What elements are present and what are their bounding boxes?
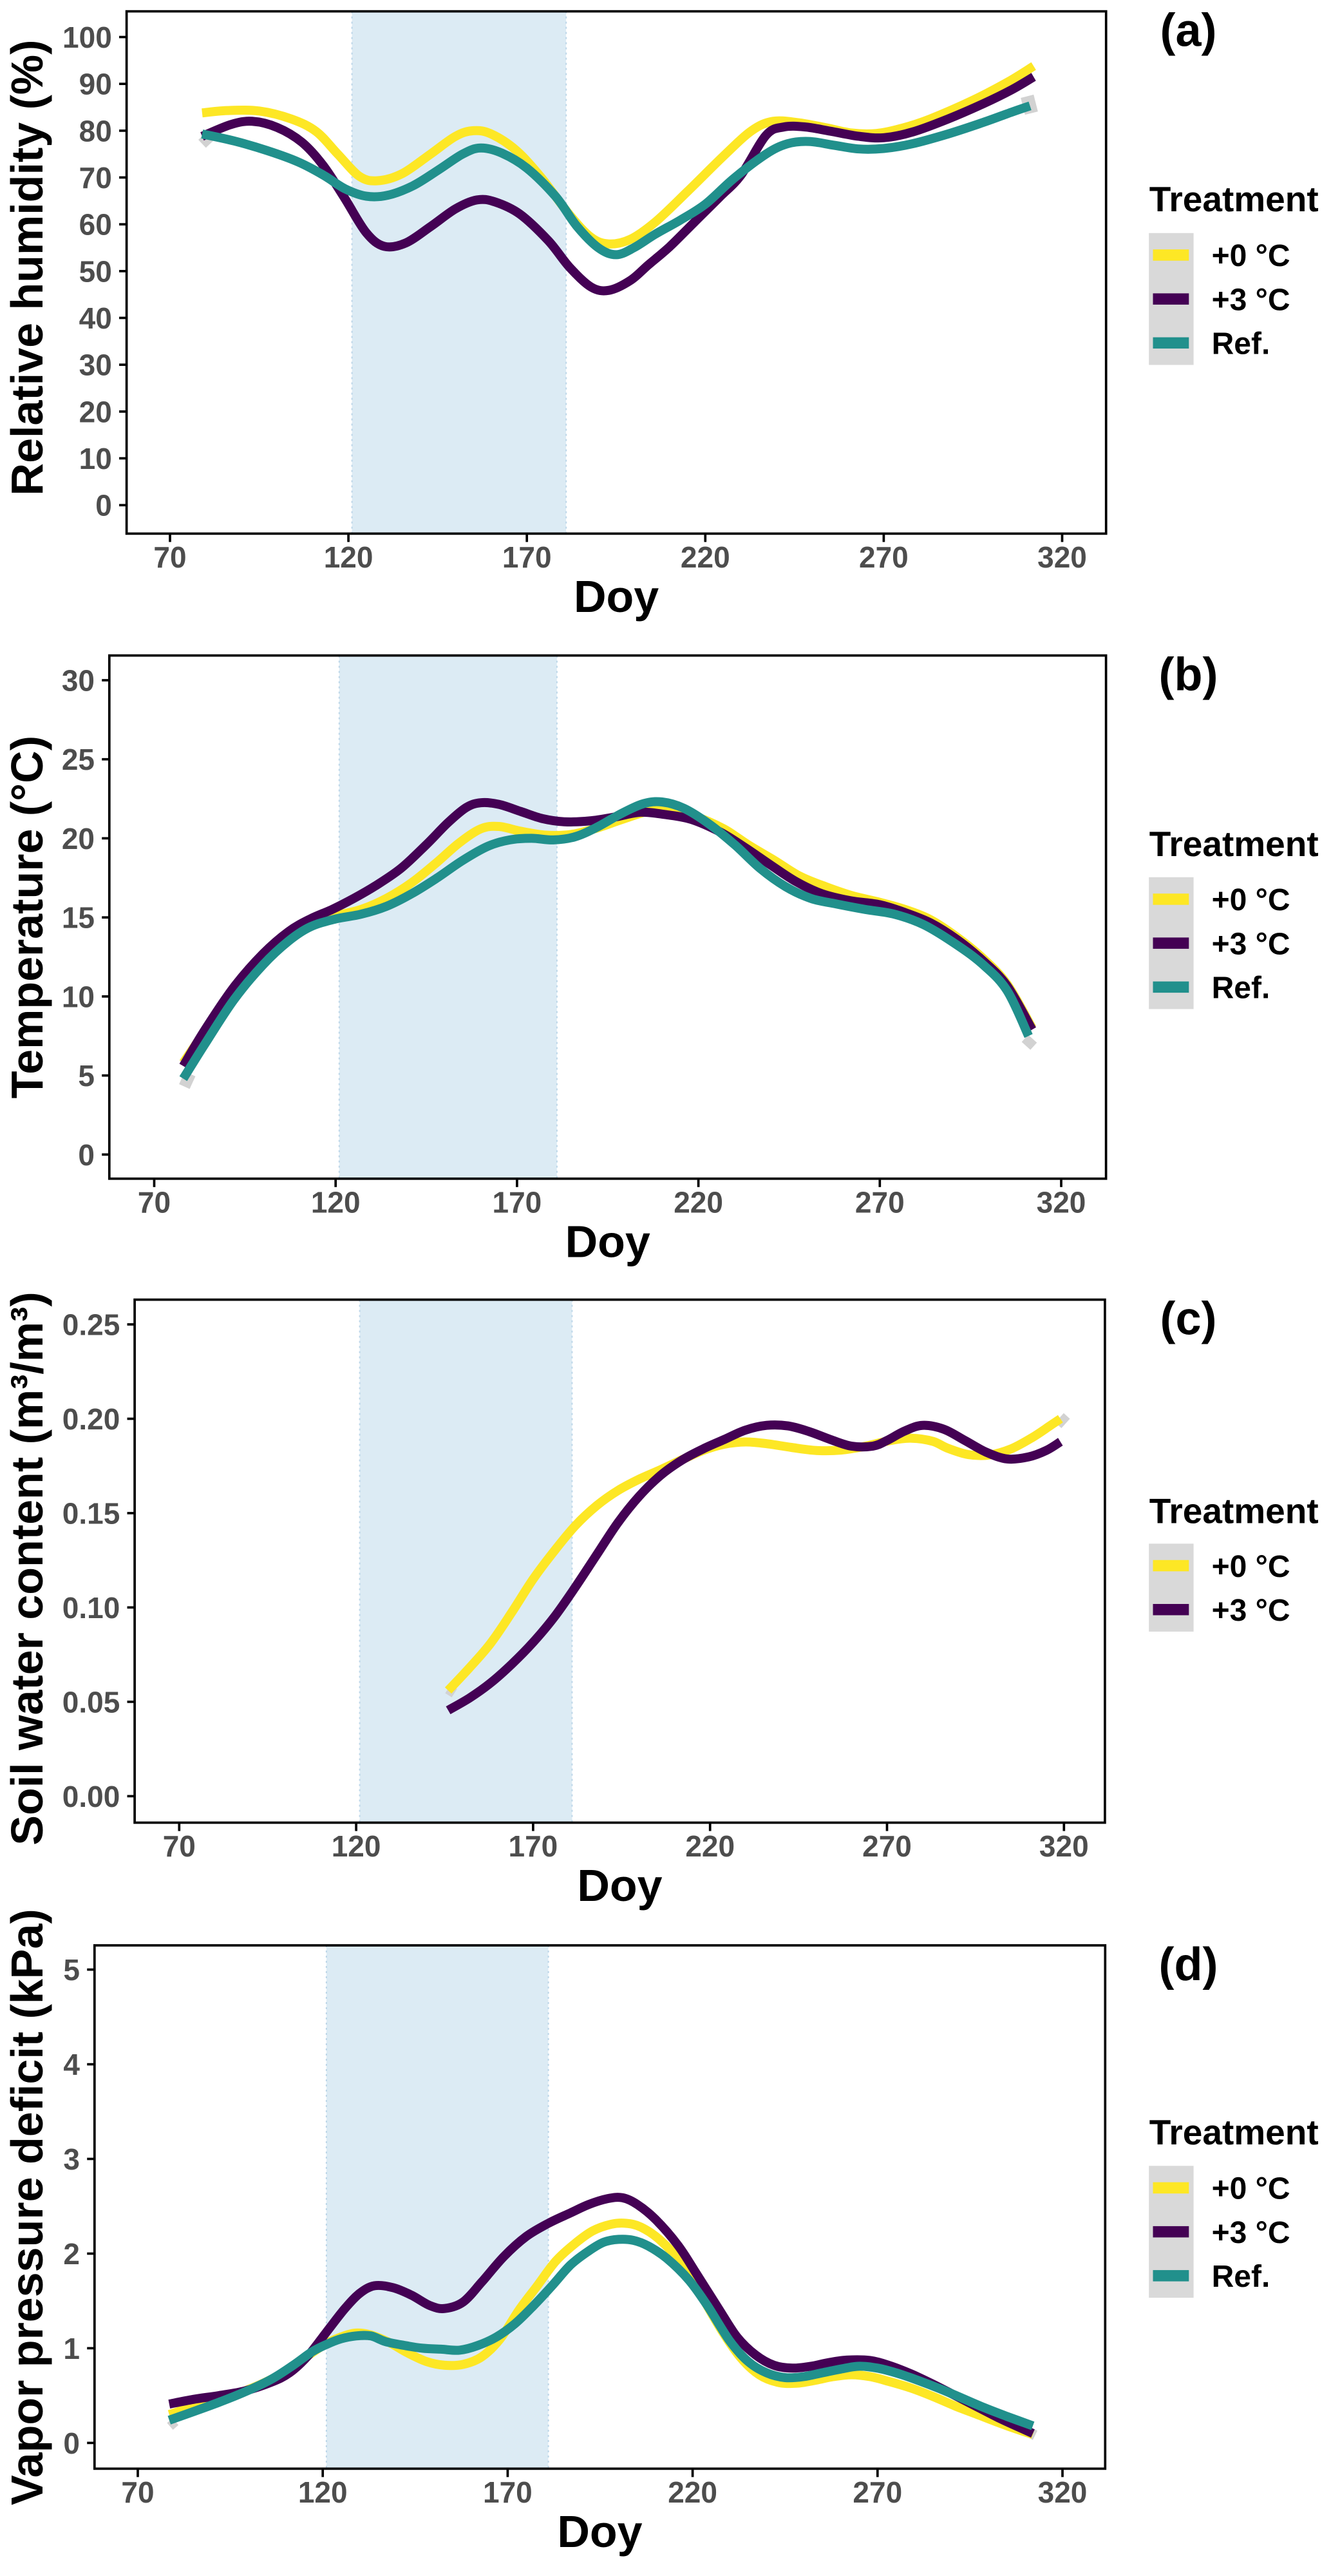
svg-text:30: 30 bbox=[62, 664, 95, 698]
svg-text:0: 0 bbox=[63, 2427, 80, 2460]
svg-text:0.05: 0.05 bbox=[62, 1685, 120, 1719]
svg-text:Relative humidity (%): Relative humidity (%) bbox=[2, 40, 52, 496]
svg-text:70: 70 bbox=[138, 1185, 171, 1219]
svg-text:(a): (a) bbox=[1160, 5, 1217, 57]
svg-text:Treatment: Treatment bbox=[1149, 824, 1319, 864]
svg-text:25: 25 bbox=[62, 743, 95, 776]
svg-text:5: 5 bbox=[63, 1953, 80, 1987]
svg-text:30: 30 bbox=[79, 348, 112, 382]
svg-text:(c): (c) bbox=[1160, 1293, 1217, 1345]
svg-text:5: 5 bbox=[78, 1059, 95, 1092]
svg-text:Doy: Doy bbox=[557, 2506, 642, 2557]
svg-text:270: 270 bbox=[859, 540, 909, 574]
svg-text:60: 60 bbox=[79, 208, 112, 242]
svg-text:+0 °C: +0 °C bbox=[1212, 239, 1290, 273]
svg-text:220: 220 bbox=[674, 1185, 723, 1219]
svg-text:0.10: 0.10 bbox=[62, 1591, 120, 1625]
svg-text:Treatment: Treatment bbox=[1149, 2112, 1319, 2152]
svg-text:270: 270 bbox=[855, 1185, 905, 1219]
svg-text:170: 170 bbox=[502, 540, 552, 574]
svg-text:90: 90 bbox=[79, 68, 112, 101]
svg-text:0.15: 0.15 bbox=[62, 1497, 120, 1531]
svg-text:50: 50 bbox=[79, 254, 112, 288]
svg-text:Temperature (°C): Temperature (°C) bbox=[2, 736, 52, 1098]
svg-text:+3 °C: +3 °C bbox=[1212, 2216, 1290, 2250]
svg-text:80: 80 bbox=[79, 114, 112, 148]
svg-text:Doy: Doy bbox=[577, 1860, 662, 1911]
svg-text:70: 70 bbox=[163, 1829, 196, 1863]
svg-text:1: 1 bbox=[63, 2332, 80, 2365]
svg-text:0.25: 0.25 bbox=[62, 1308, 120, 1342]
svg-text:Ref.: Ref. bbox=[1212, 327, 1270, 361]
svg-text:+0 °C: +0 °C bbox=[1212, 1550, 1290, 1584]
svg-text:2: 2 bbox=[63, 2237, 80, 2271]
svg-text:70: 70 bbox=[79, 161, 112, 195]
svg-text:320: 320 bbox=[1038, 2476, 1088, 2509]
svg-text:Vapor pressure deficit (kPa): Vapor pressure deficit (kPa) bbox=[2, 1909, 52, 2505]
svg-text:Doy: Doy bbox=[565, 1216, 650, 1266]
svg-text:4: 4 bbox=[63, 2048, 80, 2081]
svg-text:Doy: Doy bbox=[574, 571, 659, 622]
svg-text:(b): (b) bbox=[1159, 649, 1218, 701]
svg-text:0.00: 0.00 bbox=[62, 1780, 120, 1813]
svg-text:100: 100 bbox=[62, 21, 112, 54]
svg-text:320: 320 bbox=[1037, 540, 1087, 574]
svg-text:+0 °C: +0 °C bbox=[1212, 2172, 1290, 2206]
svg-text:170: 170 bbox=[509, 1829, 558, 1863]
svg-text:220: 220 bbox=[681, 540, 730, 574]
svg-text:3: 3 bbox=[63, 2142, 80, 2176]
svg-text:170: 170 bbox=[493, 1185, 542, 1219]
svg-text:+3 °C: +3 °C bbox=[1212, 1594, 1290, 1628]
svg-text:70: 70 bbox=[121, 2476, 154, 2509]
svg-text:120: 120 bbox=[298, 2476, 348, 2509]
svg-text:170: 170 bbox=[483, 2476, 533, 2509]
svg-text:220: 220 bbox=[668, 2476, 717, 2509]
svg-text:120: 120 bbox=[332, 1829, 381, 1863]
svg-text:270: 270 bbox=[862, 1829, 912, 1863]
svg-text:220: 220 bbox=[685, 1829, 735, 1863]
svg-text:+3 °C: +3 °C bbox=[1212, 283, 1290, 317]
svg-text:10: 10 bbox=[62, 980, 95, 1013]
svg-text:270: 270 bbox=[853, 2476, 902, 2509]
svg-text:Ref.: Ref. bbox=[1212, 2260, 1270, 2294]
svg-text:20: 20 bbox=[79, 395, 112, 428]
svg-text:0.20: 0.20 bbox=[62, 1402, 120, 1436]
svg-text:Treatment: Treatment bbox=[1149, 1491, 1319, 1531]
svg-text:40: 40 bbox=[79, 301, 112, 335]
svg-text:0: 0 bbox=[95, 489, 112, 522]
svg-text:120: 120 bbox=[311, 1185, 361, 1219]
svg-text:Treatment: Treatment bbox=[1149, 179, 1319, 219]
svg-text:20: 20 bbox=[62, 822, 95, 855]
svg-text:15: 15 bbox=[62, 901, 95, 935]
svg-text:+3 °C: +3 °C bbox=[1212, 927, 1290, 961]
svg-text:(d): (d) bbox=[1159, 1939, 1218, 1990]
svg-text:0: 0 bbox=[78, 1138, 95, 1172]
svg-text:320: 320 bbox=[1037, 1185, 1086, 1219]
svg-text:Soil water content (m³/m³): Soil water content (m³/m³) bbox=[2, 1292, 52, 1845]
svg-text:120: 120 bbox=[324, 540, 373, 574]
svg-text:320: 320 bbox=[1039, 1829, 1089, 1863]
svg-text:10: 10 bbox=[79, 442, 112, 475]
svg-text:Ref.: Ref. bbox=[1212, 971, 1270, 1006]
svg-text:70: 70 bbox=[153, 540, 186, 574]
svg-text:+0 °C: +0 °C bbox=[1212, 883, 1290, 917]
